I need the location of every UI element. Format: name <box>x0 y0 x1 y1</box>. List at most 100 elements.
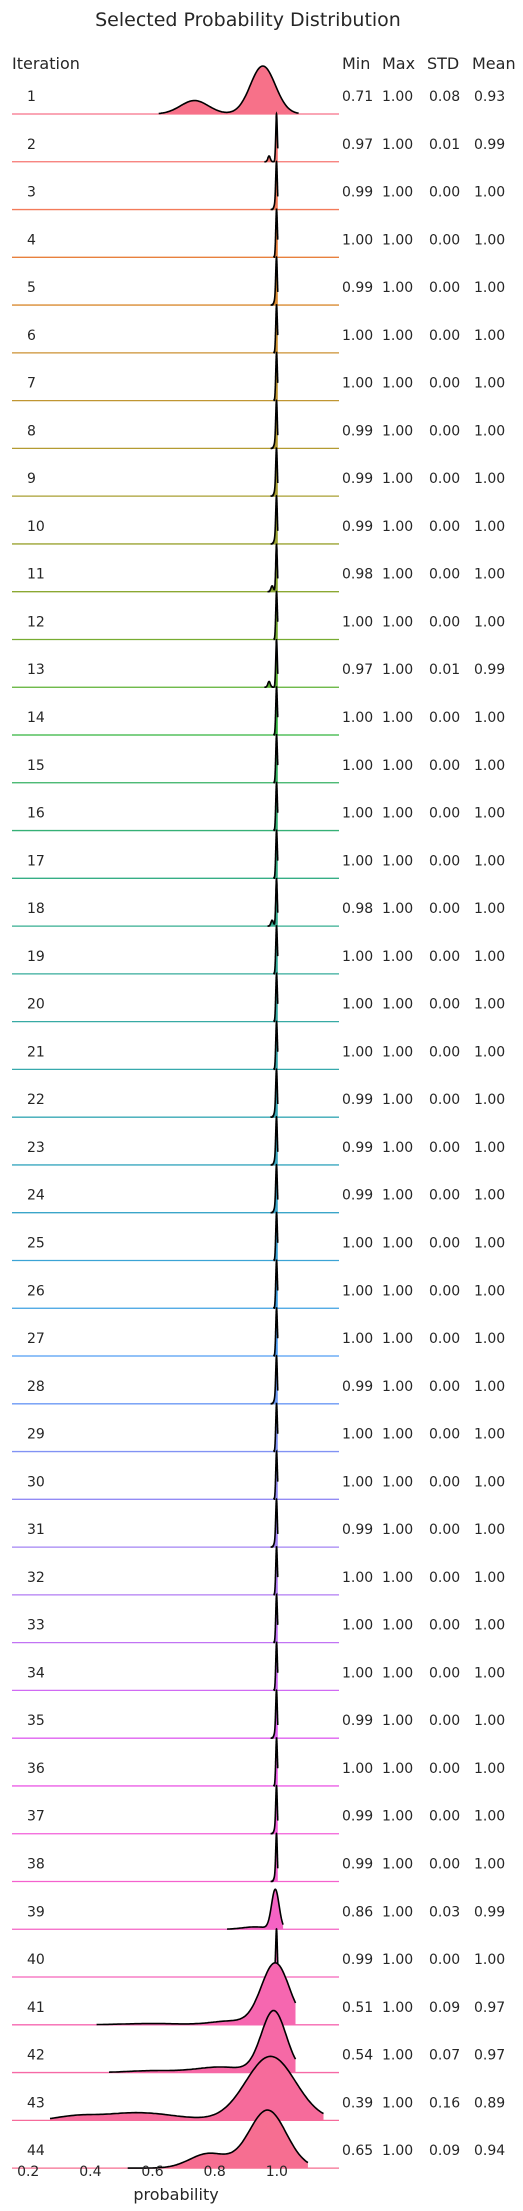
stat-mean: 0.97 <box>474 2000 505 2016</box>
ridge-outline <box>270 160 279 211</box>
stat-std: 0.00 <box>429 519 460 535</box>
stat-std: 0.00 <box>429 1474 460 1490</box>
x-tick-label: 0.2 <box>17 2164 39 2180</box>
stat-max: 1.00 <box>382 997 413 1013</box>
stat-mean: 1.00 <box>474 376 505 392</box>
stat-std: 0.01 <box>429 137 460 153</box>
iteration-label: 20 <box>27 997 45 1013</box>
ridge-outline <box>96 1961 297 2026</box>
stat-min: 0.51 <box>342 2000 373 2016</box>
ridge-outline <box>270 255 279 306</box>
iteration-label: 44 <box>27 2143 45 2159</box>
stat-min: 1.00 <box>342 1761 373 1777</box>
ridge-outline <box>273 590 279 641</box>
stat-header-max: Max <box>382 54 415 73</box>
ridge-outline <box>273 686 279 736</box>
ridge-outline <box>127 2109 309 2169</box>
stat-mean: 0.94 <box>474 2143 505 2159</box>
ridge-outline <box>273 1737 279 1787</box>
stat-min: 1.00 <box>342 758 373 774</box>
stat-min: 1.00 <box>342 1331 373 1347</box>
x-tick-label: 0.8 <box>204 2164 226 2180</box>
iteration-label: 10 <box>27 519 45 535</box>
stat-min: 0.97 <box>342 662 373 678</box>
stat-max: 1.00 <box>382 1665 413 1681</box>
stat-std: 0.00 <box>429 1140 460 1156</box>
stat-std: 0.00 <box>429 853 460 869</box>
stat-std: 0.00 <box>429 806 460 822</box>
ridge-outline <box>270 1497 279 1548</box>
ridge-outline <box>273 1020 279 1071</box>
stat-min: 1.00 <box>342 232 373 248</box>
ridge-outline <box>273 351 279 402</box>
stat-min: 0.99 <box>342 1713 373 1729</box>
iteration-label: 9 <box>27 471 36 487</box>
stat-mean: 1.00 <box>474 328 505 344</box>
stat-mean: 1.00 <box>474 614 505 630</box>
stat-max: 1.00 <box>382 1044 413 1060</box>
ridge-outline <box>273 971 279 1023</box>
stat-min: 0.98 <box>342 567 373 583</box>
stat-min: 1.00 <box>342 949 373 965</box>
stat-min: 0.97 <box>342 137 373 153</box>
stat-max: 1.00 <box>382 185 413 201</box>
iteration-label: 19 <box>27 949 45 965</box>
stat-std: 0.00 <box>429 1379 460 1395</box>
stat-std: 0.00 <box>429 997 460 1013</box>
stat-mean: 1.00 <box>474 1474 505 1490</box>
row-header: Iteration <box>12 54 80 73</box>
stat-mean: 1.00 <box>474 1427 505 1443</box>
stat-min: 0.99 <box>342 1522 373 1538</box>
stat-std: 0.00 <box>429 1713 460 1729</box>
stat-min: 1.00 <box>342 997 373 1013</box>
stat-max: 1.00 <box>382 1618 413 1634</box>
ridge-area <box>127 2110 308 2169</box>
stat-std: 0.00 <box>429 1570 460 1586</box>
stat-max: 1.00 <box>382 1904 413 1920</box>
x-axis: 0.2 0.4 0.6 0.8 1.0 <box>17 2164 288 2180</box>
stat-header-std: STD <box>427 54 459 73</box>
ridge-area <box>227 1889 284 1930</box>
iteration-label: 35 <box>27 1713 45 1729</box>
ridge-outline <box>270 1689 279 1739</box>
stat-max: 1.00 <box>382 710 413 726</box>
iteration-label: 39 <box>27 1904 45 1920</box>
stat-max: 1.00 <box>382 1427 413 1443</box>
stat-mean: 1.00 <box>474 1809 505 1825</box>
ridge-outline <box>227 1888 284 1930</box>
stat-min: 0.65 <box>342 2143 373 2159</box>
iteration-label: 4 <box>27 232 36 248</box>
ridge-outline <box>270 1832 279 1883</box>
stat-max: 1.00 <box>382 614 413 630</box>
stat-max: 1.00 <box>382 2143 413 2159</box>
stat-max: 1.00 <box>382 2000 413 2016</box>
iteration-label: 40 <box>27 1952 45 1968</box>
ridge-outline <box>273 1307 279 1357</box>
ridge-outline <box>270 399 279 450</box>
stat-max: 1.00 <box>382 1952 413 1968</box>
iteration-label: 13 <box>27 662 45 678</box>
stat-max: 1.00 <box>382 1331 413 1347</box>
stat-min: 0.99 <box>342 1140 373 1156</box>
ridge-outline <box>270 1068 279 1118</box>
stat-header-mean: Mean <box>472 54 516 73</box>
stat-mean: 0.99 <box>474 137 505 153</box>
stat-std: 0.00 <box>429 758 460 774</box>
ridge-outline <box>273 829 279 879</box>
stat-max: 1.00 <box>382 758 413 774</box>
ridge-area <box>96 1962 296 2025</box>
stat-std: 0.00 <box>429 1188 460 1204</box>
stat-mean: 1.00 <box>474 901 505 917</box>
iteration-label: 12 <box>27 614 45 630</box>
iteration-label: 11 <box>27 567 45 583</box>
ridge-outline <box>273 1211 279 1262</box>
x-tick-label: 1.0 <box>266 2164 288 2180</box>
iteration-label: 38 <box>27 1856 45 1872</box>
stat-max: 1.00 <box>382 1092 413 1108</box>
ridge-outline <box>273 734 279 784</box>
stat-min: 1.00 <box>342 328 373 344</box>
iteration-label: 14 <box>27 710 45 726</box>
stat-std: 0.07 <box>429 2048 460 2064</box>
stat-header-min: Min <box>342 54 370 73</box>
stat-std: 0.00 <box>429 328 460 344</box>
